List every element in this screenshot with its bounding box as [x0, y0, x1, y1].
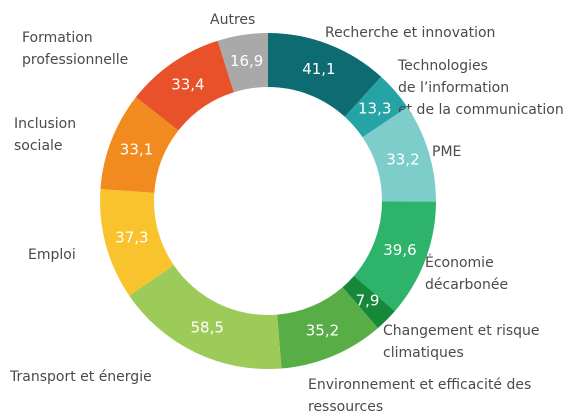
segment-label: Recherche et innovation: [325, 25, 495, 41]
segment-label-line: Changement et risque: [383, 323, 540, 339]
segment-label-line: professionnelle: [22, 52, 128, 68]
donut-segment: [100, 97, 179, 193]
segment-label-line: Emploi: [28, 247, 76, 263]
value-label: 33,2: [386, 151, 419, 169]
segment-label-line: Environnement et efficacité des: [308, 377, 531, 393]
donut-segment: [342, 275, 395, 329]
segment-label-line: Recherche et innovation: [325, 25, 495, 41]
donut-segment: [217, 33, 268, 93]
value-label: 16,9: [230, 52, 263, 70]
segment-label-line: Autres: [210, 12, 255, 28]
segment-label: Emploi: [28, 247, 76, 263]
segment-label-line: sociale: [14, 138, 63, 154]
segment-label-line: ressources: [308, 399, 383, 415]
value-label: 13,3: [358, 99, 391, 117]
segment-label-line: décarbonée: [425, 277, 508, 293]
donut-segment: [354, 201, 436, 312]
segment-label: Économie décarbonée: [425, 254, 508, 293]
segment-label: PME: [432, 144, 461, 160]
donut-segment: [268, 33, 382, 117]
segment-label: Transport et énergie: [9, 369, 152, 385]
segment-label-line: PME: [432, 144, 461, 160]
segment-label-line: de l’information: [398, 80, 509, 96]
segment-label: Formation professionnelle: [22, 30, 128, 68]
value-label: 39,6: [383, 241, 416, 259]
donut-segment: [344, 76, 408, 138]
value-label: 33,1: [120, 141, 153, 159]
segment-label-line: Économie: [425, 254, 494, 271]
segment-label-line: Technologies: [397, 58, 488, 74]
segment-label: Environnement et efficacité des ressource…: [308, 377, 531, 415]
segment-label-line: Transport et énergie: [9, 369, 152, 385]
donut-segment: [277, 287, 378, 369]
segment-label-line: Inclusion: [14, 116, 76, 132]
segment-label-line: Formation: [22, 30, 93, 46]
donut-segment: [100, 189, 174, 296]
donut-segment: [129, 265, 282, 369]
donut-segment: [135, 40, 234, 131]
value-label: 58,5: [190, 319, 223, 337]
value-label: 37,3: [115, 228, 148, 246]
value-label: 7,9: [356, 291, 380, 309]
value-label: 41,1: [302, 60, 335, 78]
segment-label-line: climatiques: [383, 345, 464, 361]
segment-label: Changement et risque climatiques: [383, 323, 540, 361]
segment-label: Inclusion sociale: [14, 116, 76, 154]
donut-segment: [362, 107, 436, 202]
value-label: 35,2: [306, 322, 339, 340]
segment-label: Technologies de l’information et de la com…: [397, 58, 564, 118]
segment-label-line: et de la communication: [398, 102, 564, 118]
value-label: 33,4: [171, 75, 204, 93]
segment-label: Autres: [210, 12, 255, 28]
